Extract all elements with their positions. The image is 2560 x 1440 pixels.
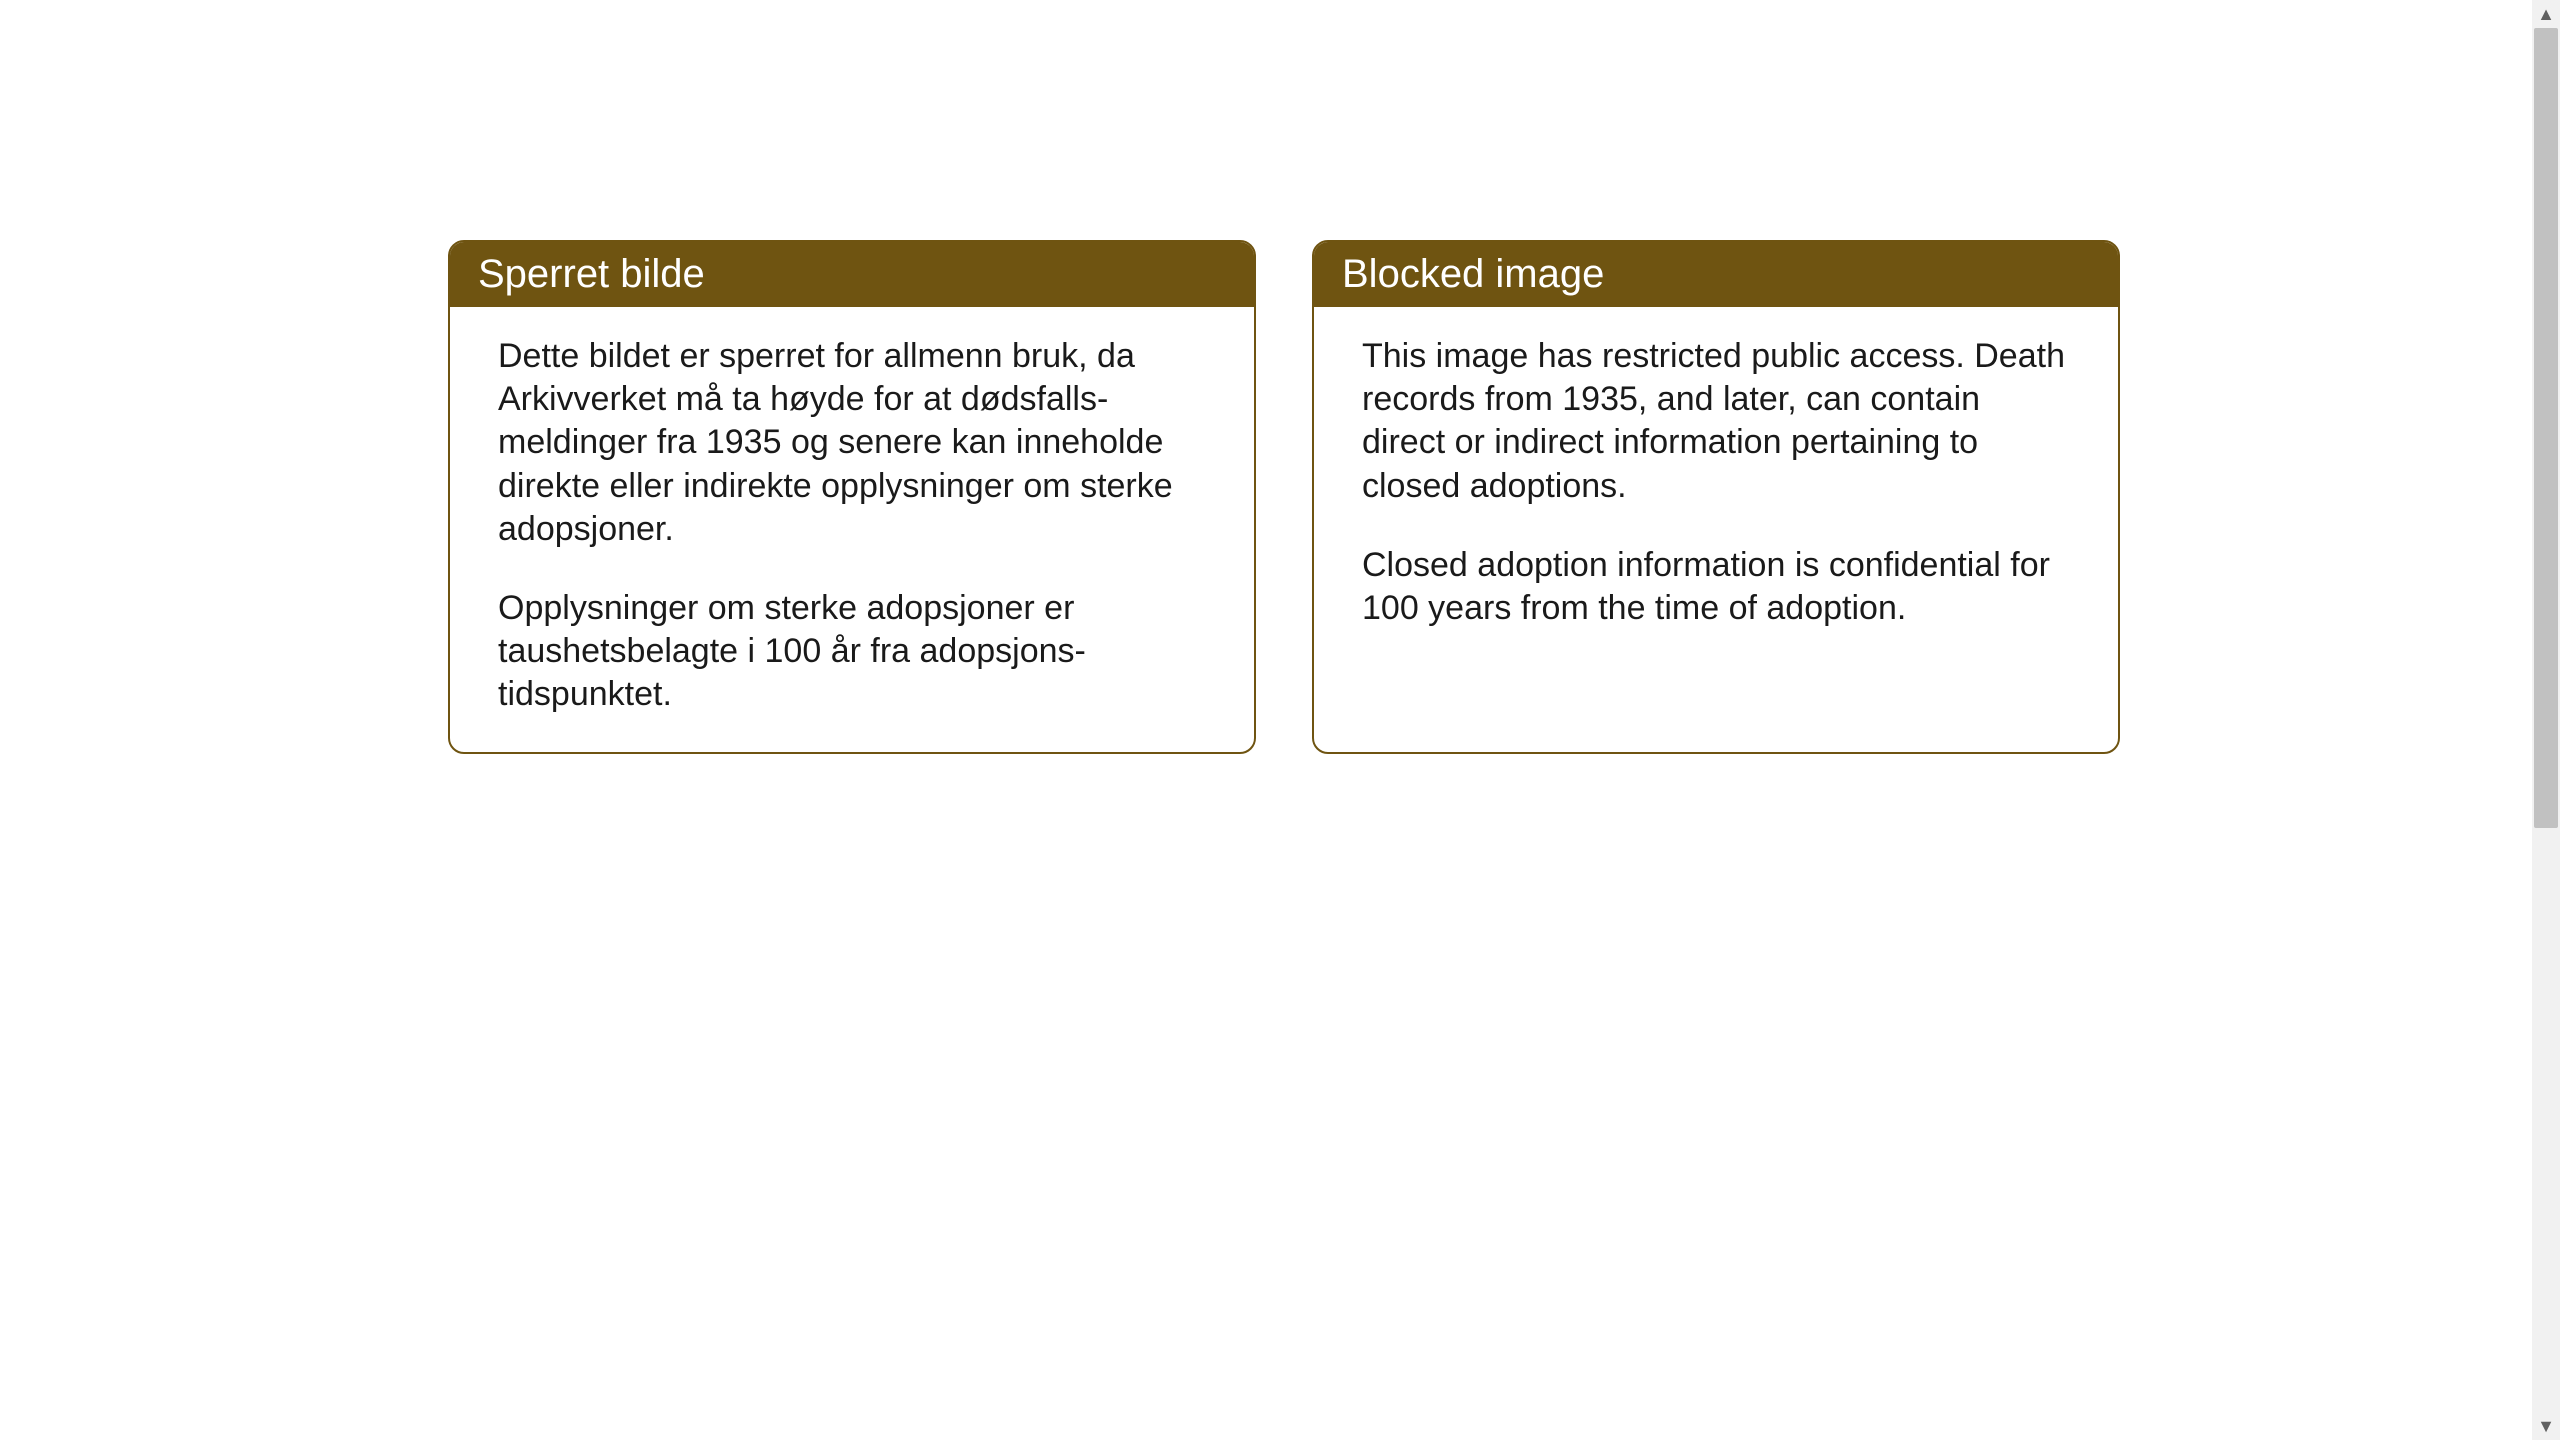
notice-card-norwegian: Sperret bilde Dette bildet er sperret fo… [448,240,1256,754]
notice-paragraph-1-norwegian: Dette bildet er sperret for allmenn bruk… [498,335,1206,551]
scrollbar-track[interactable]: ▲ ▼ [2532,0,2560,1440]
notice-paragraph-1-english: This image has restricted public access.… [1362,335,2070,508]
notice-title-english: Blocked image [1342,252,1604,296]
notice-container: Sperret bilde Dette bildet er sperret fo… [448,240,2120,754]
notice-header-english: Blocked image [1314,242,2118,307]
notice-card-english: Blocked image This image has restricted … [1312,240,2120,754]
notice-title-norwegian: Sperret bilde [478,252,705,296]
notice-body-norwegian: Dette bildet er sperret for allmenn bruk… [450,307,1254,752]
scrollbar-thumb[interactable] [2534,28,2558,828]
notice-paragraph-2-norwegian: Opplysninger om sterke adopsjoner er tau… [498,587,1206,717]
notice-header-norwegian: Sperret bilde [450,242,1254,307]
notice-body-english: This image has restricted public access.… [1314,307,2118,666]
scrollbar-arrow-down-icon[interactable]: ▼ [2532,1412,2560,1440]
notice-paragraph-2-english: Closed adoption information is confident… [1362,544,2070,630]
scrollbar-arrow-up-icon[interactable]: ▲ [2532,0,2560,28]
